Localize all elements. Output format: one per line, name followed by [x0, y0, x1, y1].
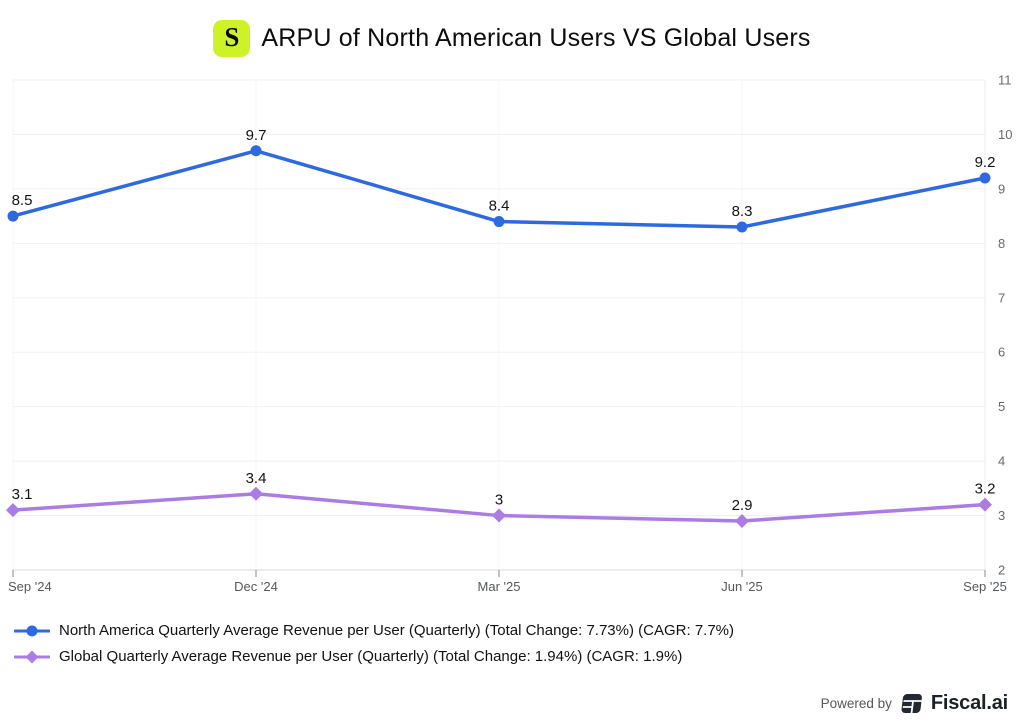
- data-point-label: 8.4: [489, 198, 510, 215]
- y-axis-label: 3: [998, 508, 1005, 523]
- data-point-label: 8.3: [732, 203, 753, 220]
- data-point-label: 3: [495, 492, 503, 509]
- data-point-marker[interactable]: [492, 508, 506, 523]
- chart-header: S ARPU of North American Users VS Global…: [0, 16, 1024, 60]
- data-point-label: 8.5: [12, 192, 33, 209]
- y-axis-label: 6: [998, 345, 1005, 360]
- data-point-marker[interactable]: [493, 216, 505, 228]
- powered-by-text: Powered by: [820, 696, 892, 711]
- legend-label-global: Global Quarterly Average Revenue per Use…: [59, 648, 683, 665]
- y-axis-label: 10: [998, 127, 1012, 142]
- data-point-label: 9.2: [975, 154, 996, 171]
- powered-by-footer[interactable]: Powered by Fiscal.ai: [820, 692, 1009, 715]
- y-axis-label: 7: [998, 290, 1005, 305]
- data-point-label: 3.1: [12, 486, 33, 503]
- y-axis-label: 2: [998, 563, 1005, 578]
- company-logo-s: S: [213, 19, 251, 57]
- legend-marker-circle-icon: [14, 625, 50, 636]
- fiscal-ai-logo-icon: [901, 694, 922, 713]
- data-point-marker[interactable]: [250, 145, 262, 157]
- data-point-marker[interactable]: [6, 503, 20, 518]
- line-chart-canvas: 2 3 4 5 6 7 8 9 10 11 Sep '24 Dec '24 Mar '25 Jun '25…: [6, 73, 1012, 594]
- data-point-marker[interactable]: [735, 514, 749, 528]
- x-axis-label: Sep '24: [8, 579, 52, 594]
- y-axis-label: 8: [998, 236, 1005, 251]
- legend-label-north-america: North America Quarterly Average Revenue …: [59, 622, 734, 639]
- x-axis-label: Jun '25: [721, 579, 763, 594]
- data-point-marker[interactable]: [979, 172, 991, 184]
- legend-item-north-america[interactable]: North America Quarterly Average Revenue …: [14, 620, 734, 641]
- data-point-label: 3.2: [975, 481, 996, 498]
- x-axis-label: Sep '25: [963, 579, 1007, 594]
- legend-item-global[interactable]: Global Quarterly Average Revenue per Use…: [14, 646, 734, 667]
- x-axis-label: Dec '24: [234, 579, 278, 594]
- data-point-marker[interactable]: [249, 486, 263, 501]
- data-point-marker[interactable]: [978, 497, 992, 512]
- y-axis-label: 11: [998, 73, 1012, 88]
- x-axis-label: Mar '25: [478, 579, 521, 594]
- data-point-label: 3.4: [246, 470, 267, 487]
- data-point-marker[interactable]: [736, 221, 748, 233]
- chart-legend: North America Quarterly Average Revenue …: [14, 620, 734, 667]
- data-point-label: 9.7: [246, 127, 267, 144]
- data-point-label: 2.9: [732, 497, 753, 514]
- chart-title: ARPU of North American Users VS Global U…: [261, 23, 811, 52]
- data-point-marker[interactable]: [7, 210, 19, 222]
- y-axis-label: 5: [998, 399, 1005, 414]
- legend-marker-diamond-icon: [14, 650, 50, 663]
- y-axis-label: 4: [998, 454, 1005, 469]
- fiscal-ai-brand-text: Fiscal.ai: [930, 692, 1008, 714]
- y-axis-label: 9: [998, 181, 1005, 196]
- line-chart-area: 2 3 4 5 6 7 8 9 10 11 Sep '24 Dec '24 Mar '25 Jun '25…: [0, 70, 1024, 605]
